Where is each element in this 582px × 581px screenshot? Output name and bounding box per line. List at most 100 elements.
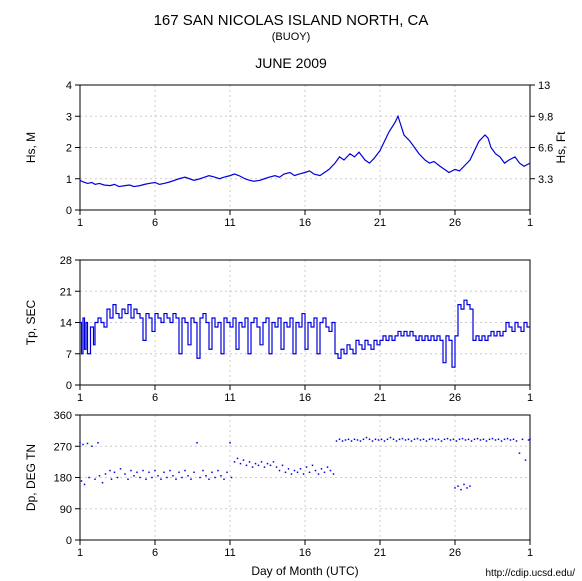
data-point: [120, 468, 122, 470]
data-point: [469, 485, 471, 487]
data-point: [432, 438, 434, 440]
data-point: [360, 440, 362, 442]
title-sub: (BUOY): [272, 31, 311, 43]
data-point: [169, 470, 171, 472]
data-point: [528, 439, 530, 441]
ylabel-left: Hs, M: [24, 132, 38, 163]
chart-container: { "title": "167 SAN NICOLAS ISLAND NORTH…: [0, 0, 582, 581]
data-point: [97, 442, 99, 444]
data-point: [258, 465, 260, 467]
data-point: [444, 439, 446, 441]
data-point: [94, 478, 96, 480]
data-point: [273, 461, 275, 463]
data-point: [102, 482, 104, 484]
data-point: [139, 477, 141, 479]
data-point: [270, 465, 272, 467]
ytick-label: 90: [60, 504, 72, 516]
data-point: [351, 440, 353, 442]
ytick-label: 270: [54, 441, 72, 453]
data-point: [423, 439, 425, 441]
data-point: [486, 440, 488, 442]
data-point: [267, 463, 269, 465]
data-point: [208, 478, 210, 480]
data-point: [342, 440, 344, 442]
data-point: [492, 438, 494, 440]
data-point: [276, 466, 278, 468]
data-point: [348, 439, 350, 441]
ytick-right-label: 3.3: [538, 174, 553, 186]
xtick-label: 26: [449, 547, 461, 559]
data-point: [111, 478, 113, 480]
data-point: [336, 440, 338, 442]
xtick-label: 16: [299, 392, 311, 404]
data-point: [375, 439, 377, 441]
data-point: [127, 478, 129, 480]
data-point: [175, 478, 177, 480]
xtick-label: 1: [527, 547, 533, 559]
data-point: [109, 470, 111, 472]
panel1: 012343.36.69.81316111621261Hs, MHs, Ft: [24, 80, 568, 229]
data-point: [456, 440, 458, 442]
data-point: [417, 438, 419, 440]
data-point: [130, 470, 132, 472]
data-point: [255, 463, 257, 465]
data-point: [366, 437, 368, 439]
panel3: 09018027036016111621261Dp, DEG TN: [24, 410, 533, 559]
data-point: [435, 439, 437, 441]
data-point: [237, 458, 239, 460]
data-point: [459, 439, 461, 441]
data-point: [327, 466, 329, 468]
data-point: [154, 470, 156, 472]
data-point: [454, 487, 456, 489]
data-point: [345, 439, 347, 441]
ytick-right-label: 6.6: [538, 143, 553, 155]
data-point: [229, 442, 231, 444]
ytick-label: 360: [54, 410, 72, 422]
data-point: [441, 440, 443, 442]
data-point: [447, 438, 449, 440]
data-point: [181, 477, 183, 479]
data-point: [504, 439, 506, 441]
data-point: [99, 475, 101, 477]
data-point: [294, 470, 296, 472]
data-point: [525, 459, 527, 461]
xlabel: Day of Month (UTC): [251, 564, 358, 578]
data-point: [474, 439, 476, 441]
data-point: [480, 439, 482, 441]
data-point: [205, 475, 207, 477]
ytick-label: 28: [60, 255, 72, 267]
data-point: [483, 439, 485, 441]
data-point: [513, 439, 515, 441]
data-point: [468, 439, 470, 441]
ytick-label: 0: [66, 380, 72, 392]
data-point: [339, 439, 341, 441]
data-point: [321, 468, 323, 470]
data-point: [133, 475, 135, 477]
xtick-label: 11: [224, 217, 235, 229]
data-point: [303, 473, 305, 475]
data-point: [282, 465, 284, 467]
data-point: [91, 446, 93, 448]
data-point: [157, 475, 159, 477]
footer-url: http://cdip.ucsd.edu/: [485, 568, 575, 579]
data-point: [510, 439, 512, 441]
xtick-label: 11: [224, 392, 235, 404]
data-point: [318, 473, 320, 475]
data-point: [231, 477, 233, 479]
data-point: [426, 440, 428, 442]
data-point: [285, 472, 287, 474]
data-point: [297, 472, 299, 474]
data-point: [145, 478, 147, 480]
data-point: [291, 473, 293, 475]
data-point: [142, 470, 144, 472]
data-point: [495, 439, 497, 441]
data-point: [381, 439, 383, 441]
data-point: [489, 439, 491, 441]
data-point: [384, 440, 386, 442]
data-point: [114, 472, 116, 474]
data-point: [211, 472, 213, 474]
data-point: [136, 472, 138, 474]
xtick-label: 16: [299, 547, 311, 559]
data-point: [363, 439, 365, 441]
data-point: [82, 444, 84, 446]
